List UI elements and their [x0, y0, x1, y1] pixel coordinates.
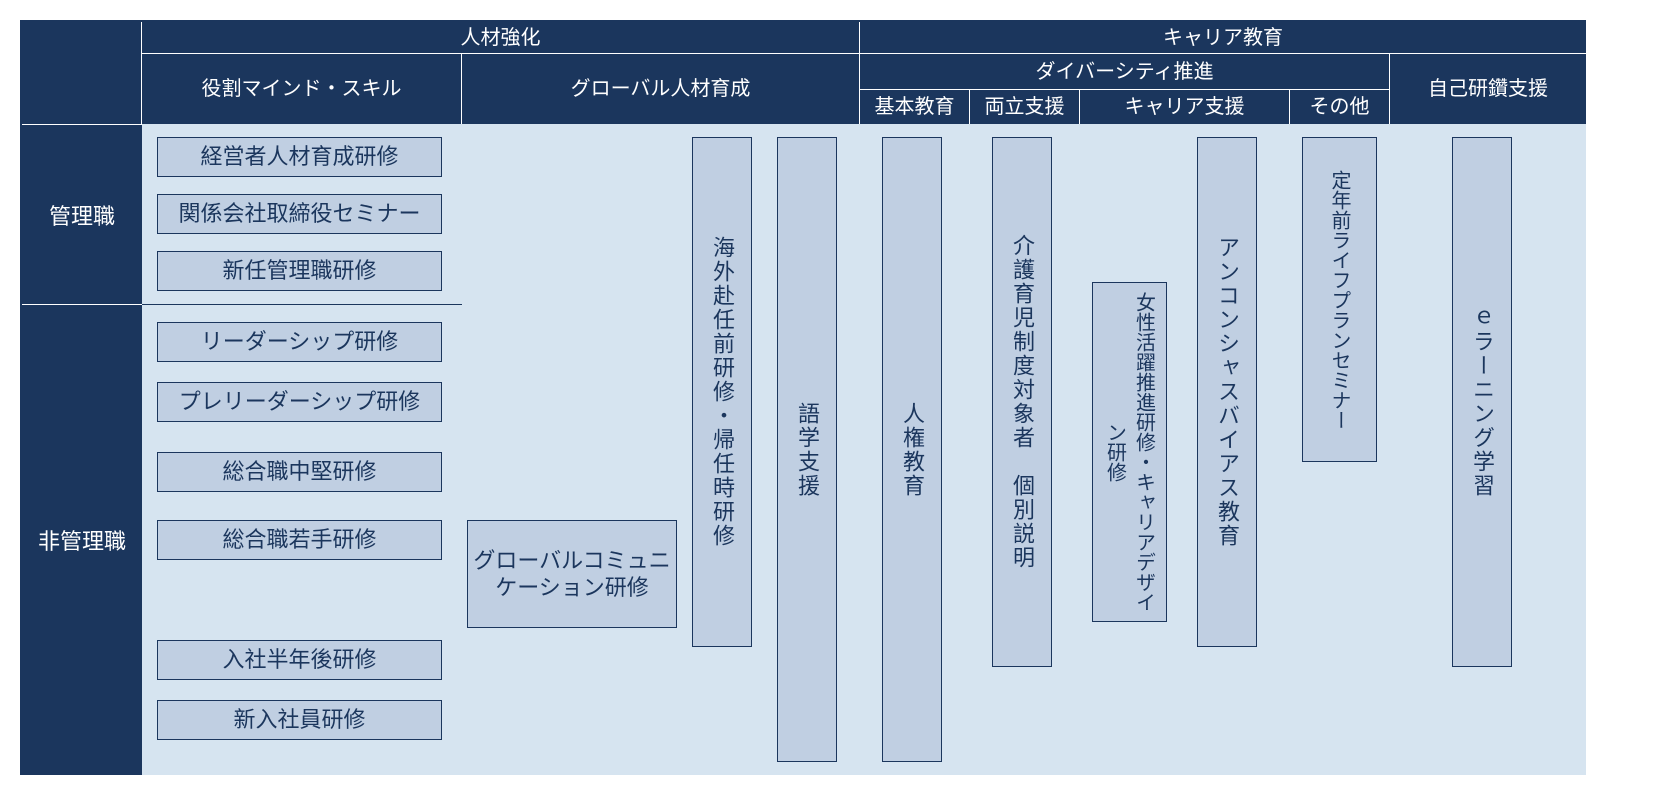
- header-ryoritsu-label: 両立支援: [985, 95, 1065, 119]
- header-kihon-label: 基本教育: [875, 95, 955, 119]
- header-career-label: キャリア教育: [1163, 26, 1283, 50]
- header-global-label: グローバル人材育成: [571, 77, 751, 101]
- header-jinzai: 人材強化: [142, 22, 860, 54]
- row-kanri-label: 管理職: [49, 199, 115, 231]
- box-unconscious-label: アンコンシャスバイアス教育: [1211, 236, 1243, 548]
- box-shinnin-label: 新任管理職研修: [222, 257, 376, 285]
- box-global-comm: グローバルコミュニケーション研修: [467, 520, 677, 628]
- box-gogaku-label: 語学支援: [791, 402, 823, 498]
- box-josei: 女性活躍推進研修・キャリアデザイン研修: [1092, 282, 1167, 622]
- header-career: キャリア教育: [860, 22, 1586, 54]
- box-kankei-label: 関係会社取締役セミナー: [178, 200, 420, 228]
- box-kaigo: 介護育児制度対象者 個別説明: [992, 137, 1052, 667]
- header-yakuwari: 役割マインド・スキル: [142, 54, 462, 124]
- row-kanri: 管理職: [22, 124, 142, 304]
- header-jiko-label: 自己研鑽支援: [1428, 77, 1548, 101]
- box-teinen-label: 定年前ライフプランセミナー: [1325, 170, 1354, 430]
- header-career-sien: キャリア支援: [1080, 90, 1290, 124]
- box-leadership: リーダーシップ研修: [157, 322, 442, 362]
- box-gogaku: 語学支援: [777, 137, 837, 762]
- box-kaigo-label: 介護育児制度対象者 個別説明: [1006, 234, 1038, 570]
- box-elearning-label: ｅラーニング学習: [1466, 306, 1498, 498]
- box-pre-leadership-label: プレリーダーシップ研修: [179, 388, 421, 416]
- box-shinnyushain: 新入社員研修: [157, 700, 442, 740]
- training-matrix-chart: 人材強化 キャリア教育 役割マインド・スキル グローバル人材育成 ダイバーシティ…: [20, 20, 1586, 775]
- row-hikanri: 非管理職: [22, 304, 142, 775]
- box-sogo-chuken-label: 総合職中堅研修: [222, 458, 376, 486]
- header-sonota: その他: [1290, 90, 1390, 124]
- row-hikanri-label: 非管理職: [38, 524, 126, 556]
- box-kankei: 関係会社取締役セミナー: [157, 194, 442, 234]
- box-shinnyushain-label: 新入社員研修: [233, 706, 365, 734]
- box-keieisha-label: 経営者人材育成研修: [200, 143, 398, 171]
- box-nyusha-hannengo: 入社半年後研修: [157, 640, 442, 680]
- box-kaigai-label: 海外赴任前研修・帰任時研修: [706, 236, 738, 548]
- header-kihon: 基本教育: [860, 90, 970, 124]
- box-pre-leadership: プレリーダーシップ研修: [157, 382, 442, 422]
- header-global: グローバル人材育成: [462, 54, 860, 124]
- header-yakuwari-label: 役割マインド・スキル: [202, 77, 402, 101]
- row-divider: [142, 304, 462, 305]
- header-jiko: 自己研鑽支援: [1390, 54, 1586, 124]
- box-teinen: 定年前ライフプランセミナー: [1302, 137, 1377, 462]
- box-shinnin: 新任管理職研修: [157, 251, 442, 291]
- header-sonota-label: その他: [1310, 95, 1370, 119]
- header-ryoritsu: 両立支援: [970, 90, 1080, 124]
- box-kaigai: 海外赴任前研修・帰任時研修: [692, 137, 752, 647]
- box-jinken: 人権教育: [882, 137, 942, 762]
- header-diversity-label: ダイバーシティ推進: [1036, 60, 1214, 84]
- box-josei-label: 女性活躍推進研修・キャリアデザイン研修: [1101, 283, 1159, 621]
- box-sogo-wakate: 総合職若手研修: [157, 520, 442, 560]
- box-sogo-chuken: 総合職中堅研修: [157, 452, 442, 492]
- box-leadership-label: リーダーシップ研修: [201, 328, 399, 356]
- box-keieisha: 経営者人材育成研修: [157, 137, 442, 177]
- box-unconscious: アンコンシャスバイアス教育: [1197, 137, 1257, 647]
- header-corner: [22, 22, 142, 124]
- box-sogo-wakate-label: 総合職若手研修: [222, 526, 376, 554]
- header-jinzai-label: 人材強化: [461, 26, 541, 50]
- box-elearning: ｅラーニング学習: [1452, 137, 1512, 667]
- box-jinken-label: 人権教育: [896, 402, 928, 498]
- header-diversity: ダイバーシティ推進: [860, 54, 1390, 90]
- box-global-comm-label: グローバルコミュニケーション研修: [468, 547, 676, 602]
- header-career-sien-label: キャリア支援: [1125, 95, 1245, 119]
- box-nyusha-hannengo-label: 入社半年後研修: [222, 646, 376, 674]
